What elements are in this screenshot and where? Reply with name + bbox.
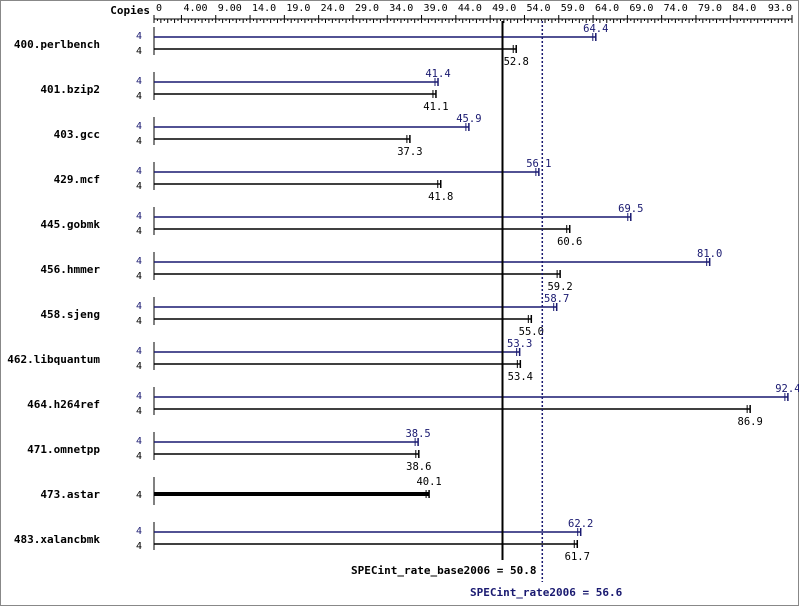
x-axis: 0 4.00 9.00 14.0 19.0 24.0 29.0 34.0 39.0 44.0 49.… (153, 3, 793, 23)
copies-label: 4 (136, 391, 142, 402)
copies-label: 4 (136, 271, 142, 282)
peak-value-label: 69.5 (618, 203, 643, 215)
peak-value-label: 62.2 (568, 518, 593, 530)
peak-value-label: 53.3 (507, 338, 532, 350)
copies-label: 4 (136, 121, 142, 132)
benchmark-name: 429.mcf (54, 173, 100, 186)
peak-value-label: 92.4 (775, 383, 799, 395)
copies-label: 4 (136, 211, 142, 222)
copies-label: 4 (136, 46, 142, 57)
x-tick-label: 54.0 (526, 3, 550, 14)
benchmark-name: 464.h264ref (27, 398, 100, 411)
x-tick-label: 74.0 (664, 3, 688, 14)
copies-label: 4 (136, 301, 142, 312)
x-tick-label: 19.0 (286, 3, 310, 14)
benchmark-row: 403.gcc 4 4 45.9 37.3 (54, 113, 482, 158)
copies-label: 4 (136, 91, 142, 102)
benchmark-row: 462.libquantum 4 4 53.3 53.4 (7, 338, 533, 383)
copies-label: 4 (136, 346, 142, 357)
x-tick-label: 49.0 (492, 3, 516, 14)
base-value-label: 60.6 (557, 236, 582, 248)
x-tick-label: 59.0 (561, 3, 585, 14)
benchmark-row: 445.gobmk 4 4 69.5 60.6 (40, 203, 643, 248)
x-tick-label: 0 (156, 3, 162, 14)
peak-value-label: 41.4 (425, 68, 450, 80)
copies-label: 4 (136, 406, 142, 417)
benchmark-rows: 400.perlbench 4 4 64.4 52.8 401.bzip2 4 4 41.4 41… (7, 23, 799, 563)
x-tick-label: 39.0 (424, 3, 448, 14)
base-value-label: 37.3 (397, 146, 422, 158)
benchmark-row: 483.xalancbmk 4 4 62.2 61.7 (14, 518, 593, 563)
copies-label: 4 (136, 361, 142, 372)
x-tick-label: 93.0 (768, 3, 792, 14)
benchmark-name: 400.perlbench (14, 38, 100, 51)
combined-value-label: 40.1 (416, 476, 441, 488)
copies-label: 4 (136, 316, 142, 327)
x-tick-label: 24.0 (321, 3, 345, 14)
base-value-label: 53.4 (508, 371, 533, 383)
base-value-label: 55.0 (519, 326, 544, 338)
benchmark-name: 462.libquantum (7, 353, 100, 366)
x-tick-label: 79.0 (698, 3, 722, 14)
copies-label: 4 (136, 490, 142, 501)
peak-value-label: 38.5 (405, 428, 430, 440)
copies-label: 4 (136, 166, 142, 177)
base-value-label: 59.2 (547, 281, 572, 293)
copies-label: 4 (136, 541, 142, 552)
copies-header: Copies (110, 4, 150, 17)
base-value-label: 41.1 (423, 101, 448, 113)
x-tick-label: 44.0 (458, 3, 482, 14)
benchmark-row: 429.mcf 4 4 56.1 41.8 (54, 158, 552, 203)
benchmark-name: 471.omnetpp (27, 443, 100, 456)
peak-mean-label: SPECint_rate2006 = 56.6 (470, 586, 623, 599)
base-value-label: 52.8 (504, 56, 529, 68)
x-tick-label: 69.0 (629, 3, 653, 14)
peak-value-label: 64.4 (583, 23, 608, 35)
base-mean-label: SPECint_rate_base2006 = 50.8 (351, 564, 536, 577)
x-tick-label: 9.00 (218, 3, 242, 14)
peak-value-label: 56.1 (526, 158, 551, 170)
x-tick-label: 34.0 (389, 3, 413, 14)
copies-label: 4 (136, 31, 142, 42)
peak-value-label: 45.9 (456, 113, 481, 125)
copies-label: 4 (136, 256, 142, 267)
copies-label: 4 (136, 181, 142, 192)
copies-label: 4 (136, 451, 142, 462)
x-tick-label: 84.0 (732, 3, 756, 14)
copies-label: 4 (136, 436, 142, 447)
base-value-label: 41.8 (428, 191, 453, 203)
copies-label: 4 (136, 526, 142, 537)
reference-lines: SPECint_rate_base2006 = 50.8 SPECint_rate… (351, 21, 623, 599)
benchmark-row: 400.perlbench 4 4 64.4 52.8 (14, 23, 609, 68)
copies-label: 4 (136, 76, 142, 87)
base-value-label: 38.6 (406, 461, 431, 473)
base-value-label: 61.7 (565, 551, 590, 563)
benchmark-row: 464.h264ref 4 4 92.4 86.9 (27, 383, 799, 428)
benchmark-name: 445.gobmk (40, 218, 100, 231)
copies-label: 4 (136, 136, 142, 147)
benchmark-name: 483.xalancbmk (14, 533, 100, 546)
benchmark-name: 456.hmmer (40, 263, 100, 276)
base-value-label: 86.9 (738, 416, 763, 428)
benchmark-row: 471.omnetpp 4 4 38.5 38.6 (27, 428, 431, 473)
x-tick-label: 14.0 (252, 3, 276, 14)
x-tick-label: 64.0 (595, 3, 619, 14)
copies-label: 4 (136, 226, 142, 237)
benchmark-name: 458.sjeng (40, 308, 100, 321)
benchmark-name: 473.astar (40, 488, 100, 501)
benchmark-row: 458.sjeng 4 4 58.7 55.0 (40, 293, 569, 338)
peak-value-label: 58.7 (544, 293, 569, 305)
peak-value-label: 81.0 (697, 248, 722, 260)
benchmark-row: 473.astar 4 40.1 (40, 476, 442, 505)
benchmark-name: 403.gcc (54, 128, 100, 141)
x-tick-label: 29.0 (355, 3, 379, 14)
benchmark-row: 456.hmmer 4 4 81.0 59.2 (40, 248, 722, 293)
benchmark-row: 401.bzip2 4 4 41.4 41.1 (40, 68, 450, 113)
x-tick-label: 4.00 (183, 3, 207, 14)
benchmark-name: 401.bzip2 (40, 83, 100, 96)
